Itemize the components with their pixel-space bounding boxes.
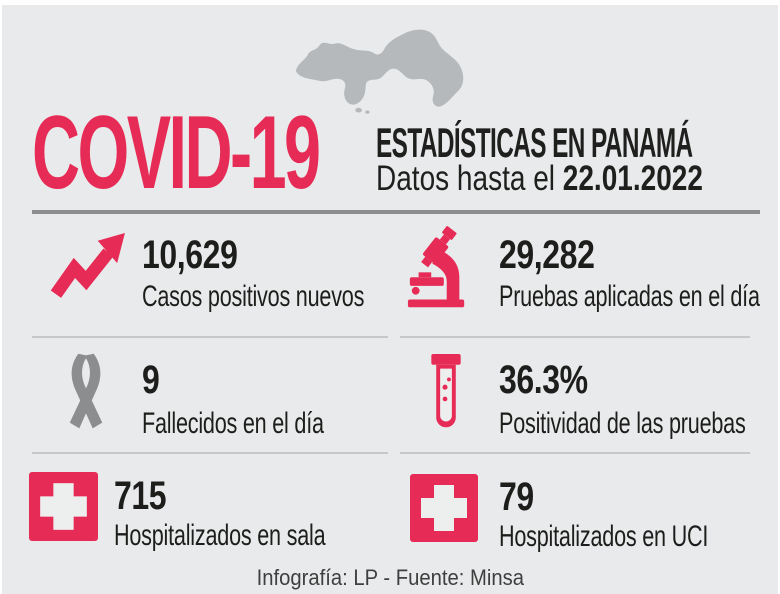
trend-up-arrow-icon (48, 231, 128, 301)
stat-label-pruebas: Pruebas aplicadas en el día (499, 280, 760, 313)
row-divider (32, 336, 388, 338)
medical-cross-icon (29, 472, 98, 541)
date-value: 22.01.2022 (562, 159, 703, 198)
stat-label-casos-positivos: Casos positivos nuevos (142, 280, 365, 313)
stat-label-fallecidos: Fallecidos en el día (142, 407, 324, 440)
row-divider (400, 452, 750, 454)
stat-value-fallecidos: 9 (142, 358, 160, 402)
stat-label-positividad: Positividad de las pruebas (499, 407, 746, 440)
page-title: COVID-19 (32, 95, 321, 211)
infographic-card: COVID-19 ESTADÍSTICAS EN PANAMÁ Datos ha… (2, 5, 778, 594)
test-tube-icon (426, 353, 466, 441)
header-divider (32, 210, 760, 214)
footer-credit-text: Infografía: LP - Fuente: Minsa (256, 565, 524, 590)
row-divider (32, 452, 388, 454)
page-subtitle: ESTADÍSTICAS EN PANAMÁ (376, 119, 693, 166)
medical-cross-icon (410, 474, 478, 542)
date-prefix: Datos hasta el (376, 159, 563, 198)
mourning-ribbon-icon (64, 349, 108, 437)
stat-value-hospitalizados-uci: 79 (499, 475, 534, 519)
stat-value-positividad: 36.3% (499, 358, 588, 402)
data-date-line: Datos hasta el 22.01.2022 (376, 161, 703, 196)
stat-label-hospitalizados-uci: Hospitalizados en UCI (499, 520, 709, 553)
row-divider (400, 336, 750, 338)
stat-label-hospitalizados-sala: Hospitalizados en sala (114, 519, 326, 552)
stat-value-casos-positivos: 10,629 (142, 233, 238, 277)
footer-credit: Infografía: LP - Fuente: Minsa (2, 565, 778, 591)
stat-value-pruebas: 29,282 (499, 233, 595, 277)
panama-map-icon (290, 23, 486, 115)
microscope-icon (406, 225, 470, 310)
stat-value-hospitalizados-sala: 715 (114, 474, 167, 518)
